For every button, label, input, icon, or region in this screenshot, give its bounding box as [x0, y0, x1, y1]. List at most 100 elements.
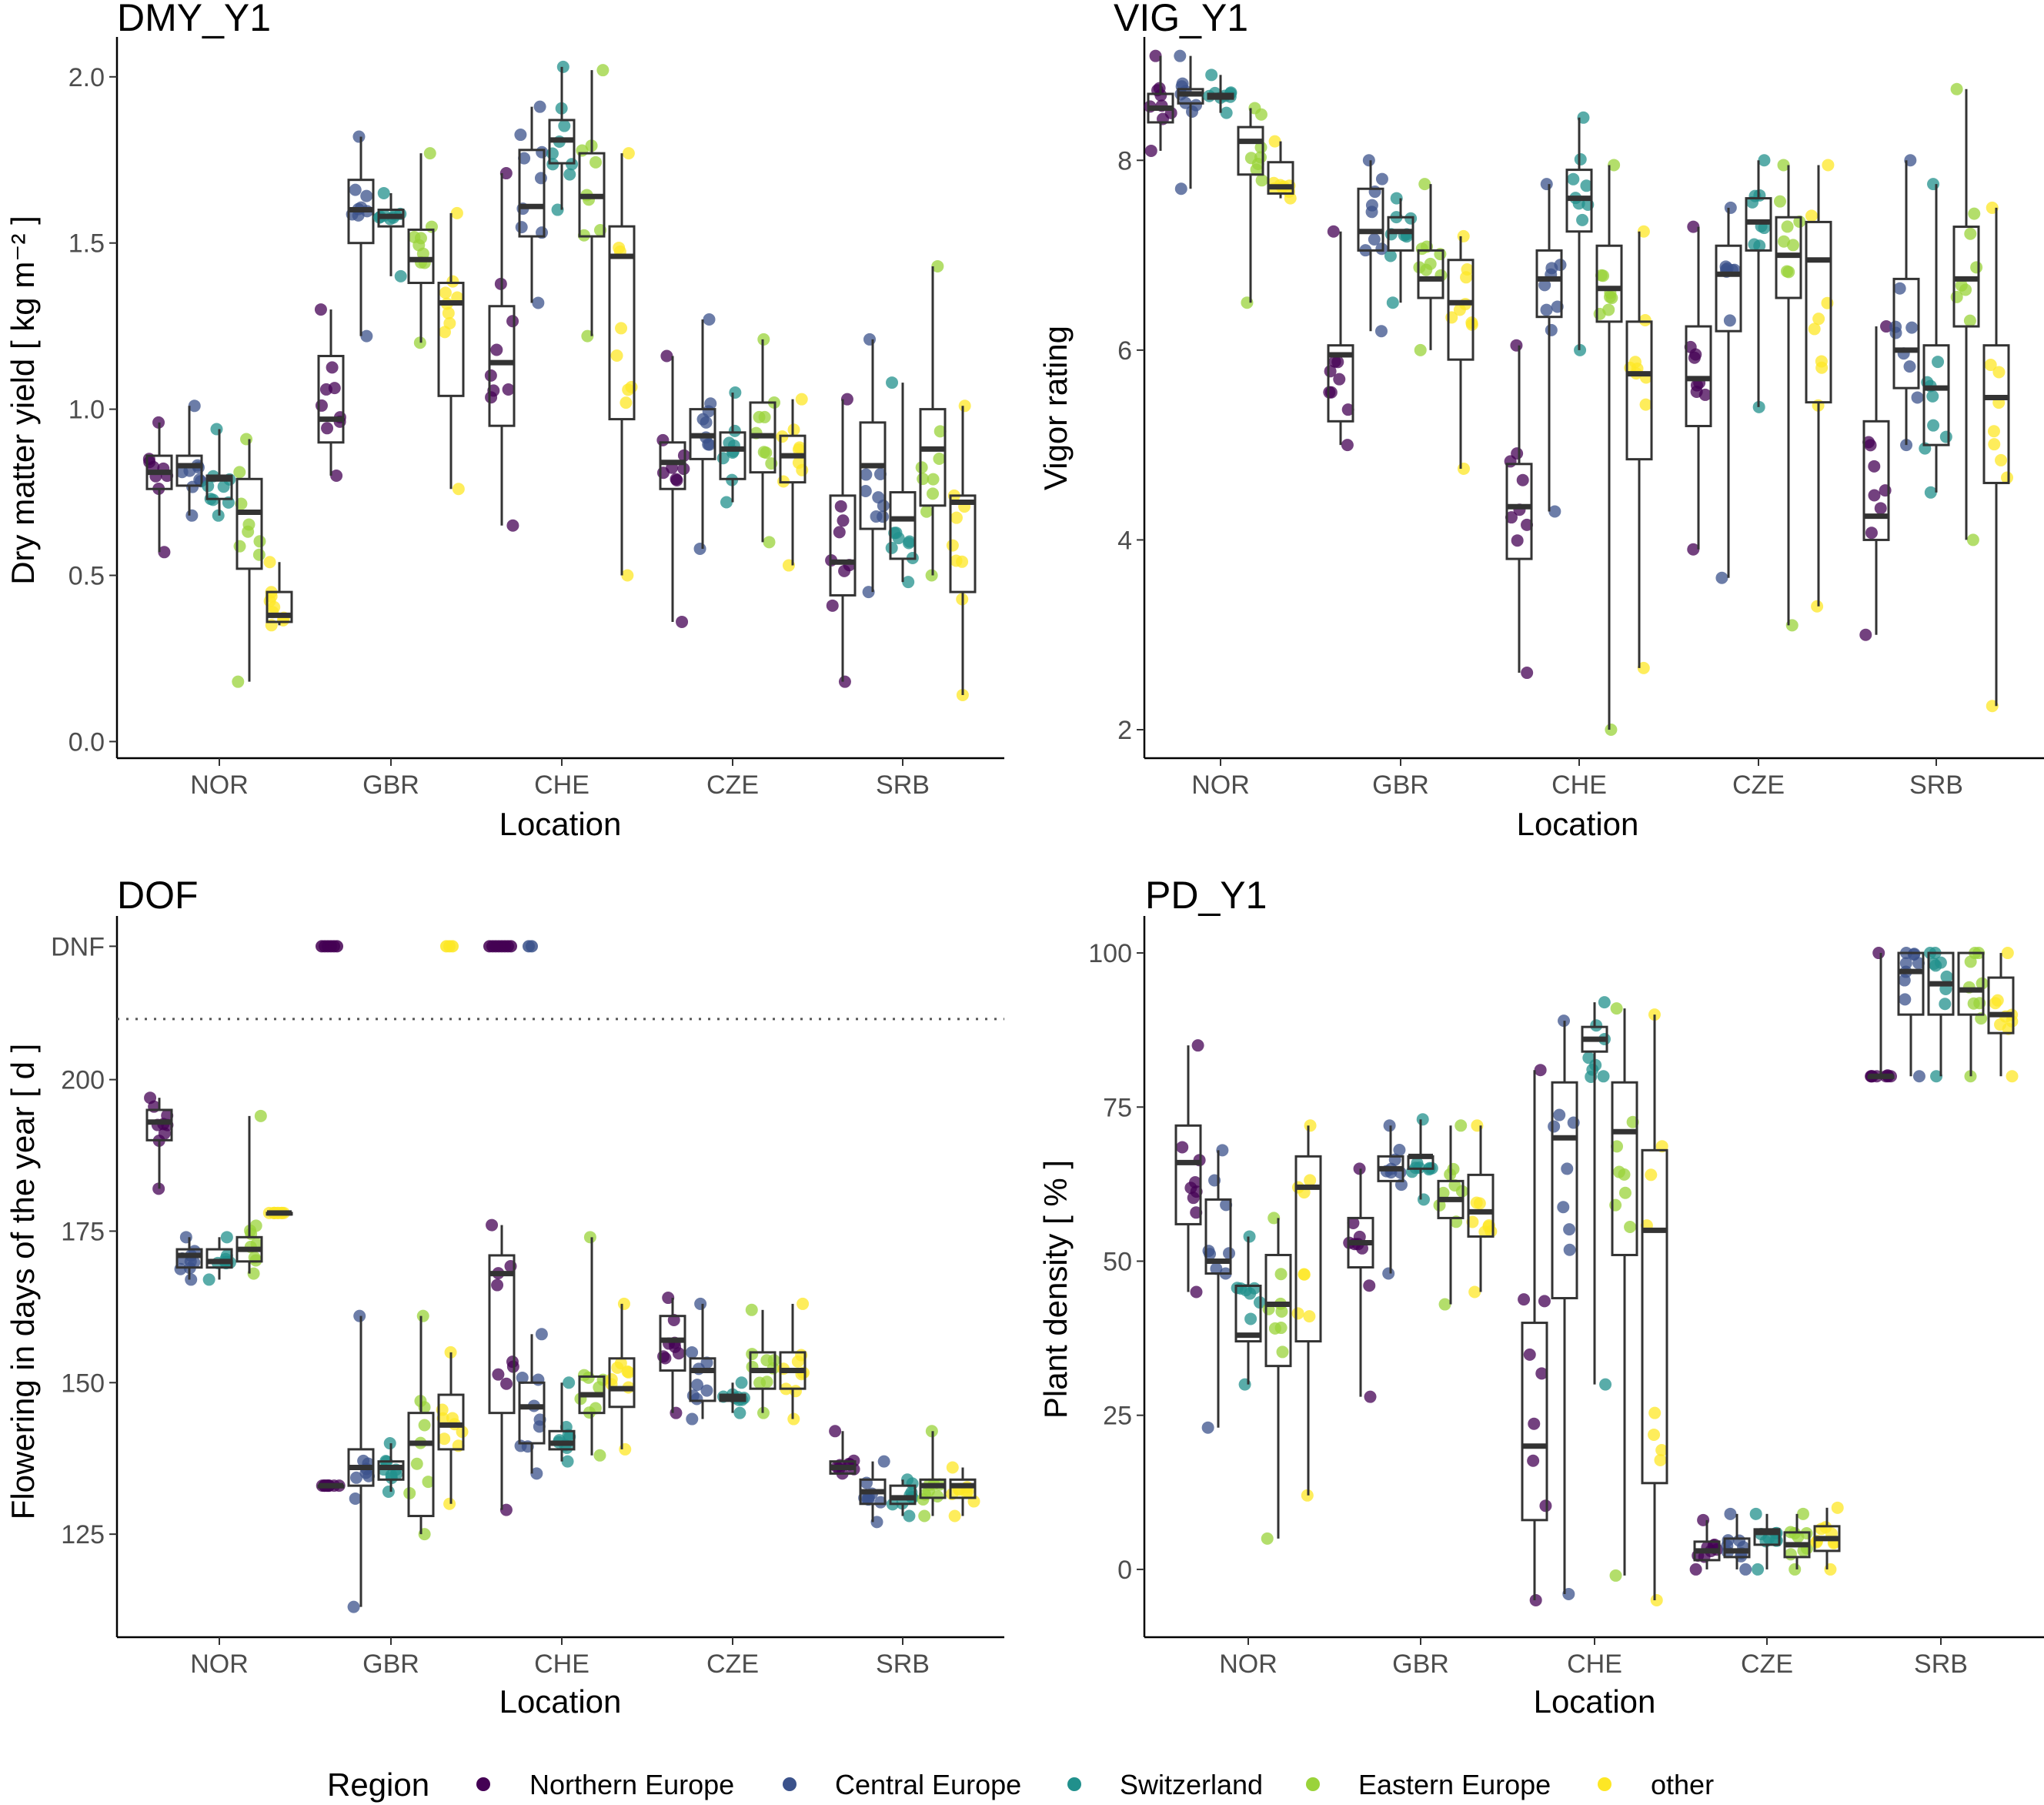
box-group	[1565, 111, 1595, 356]
box-group	[142, 416, 174, 559]
data-point	[1582, 1051, 1595, 1065]
x-axis-title-dof: Location	[499, 1683, 622, 1720]
data-point	[1365, 199, 1378, 212]
box-group	[915, 259, 947, 582]
box	[1327, 344, 1354, 423]
data-point	[1516, 473, 1529, 486]
data-point	[518, 152, 531, 165]
box-group	[1377, 1119, 1408, 1280]
box-group	[745, 1303, 780, 1419]
box-group	[1267, 135, 1297, 205]
data-point	[593, 1449, 606, 1462]
box-group	[1174, 49, 1204, 196]
data-point	[676, 615, 689, 628]
data-point	[1470, 1196, 1483, 1209]
data-point	[1724, 1507, 1737, 1520]
data-point	[536, 145, 549, 159]
box-group	[1640, 1008, 1668, 1606]
legend-item-eastern-europe: Eastern Europe	[1306, 1769, 1551, 1800]
data-point	[1645, 1168, 1658, 1182]
data-point	[1424, 257, 1437, 270]
data-point	[1561, 1162, 1574, 1175]
data-point	[263, 556, 276, 569]
data-point	[1505, 511, 1518, 524]
box	[608, 1357, 636, 1409]
data-point	[1611, 1140, 1624, 1153]
data-point	[1868, 460, 1881, 473]
data-point	[1404, 212, 1418, 225]
box-group	[484, 167, 519, 532]
data-point	[1724, 201, 1737, 214]
data-point	[920, 505, 933, 518]
y-axis-title-dmy: Dry matter yield [ kg m⁻² ]	[5, 216, 41, 585]
data-point	[860, 468, 873, 481]
data-point	[1368, 233, 1381, 246]
data-point	[1782, 266, 1795, 279]
box-group	[1357, 154, 1388, 338]
box-group	[346, 130, 375, 343]
data-point	[610, 349, 623, 363]
data-point	[757, 446, 770, 459]
data-point	[796, 463, 809, 476]
y-tick-label: 8	[1117, 146, 1132, 175]
data-point	[838, 675, 851, 688]
data-point	[1967, 997, 1980, 1010]
box-group	[546, 60, 579, 216]
data-point	[1447, 1162, 1460, 1175]
data-point	[1687, 543, 1700, 556]
data-point	[1655, 1443, 1668, 1456]
data-point	[686, 1345, 699, 1359]
data-point	[686, 1412, 699, 1426]
y-tick-label: 175	[61, 1217, 105, 1246]
data-point	[561, 1455, 574, 1468]
x-tick-label: GBR	[1372, 770, 1429, 800]
data-point	[1174, 49, 1187, 62]
data-point	[1609, 1569, 1622, 1582]
box-group	[829, 1425, 860, 1480]
data-point	[240, 433, 253, 446]
data-point	[792, 443, 805, 456]
data-point	[534, 172, 547, 185]
data-point	[499, 167, 513, 180]
box-group	[1859, 320, 1893, 641]
y-tick-label: 6	[1117, 336, 1132, 366]
data-point	[485, 391, 498, 404]
data-point	[1298, 1268, 1311, 1281]
data-point	[1638, 313, 1652, 326]
box-group	[1548, 1014, 1580, 1600]
data-point	[622, 147, 635, 160]
data-point	[1418, 178, 1431, 191]
data-point	[933, 452, 946, 465]
box	[1267, 161, 1294, 195]
box-group	[373, 186, 407, 282]
data-point	[620, 396, 633, 409]
data-point	[729, 386, 742, 399]
box-group	[1593, 159, 1623, 737]
box-group	[403, 1309, 435, 1541]
data-point	[185, 1273, 198, 1286]
data-point	[958, 399, 971, 413]
data-point	[1375, 242, 1388, 256]
data-point	[703, 313, 716, 326]
data-point	[1574, 153, 1587, 166]
data-point	[442, 306, 455, 319]
data-point	[1912, 957, 1925, 970]
legend-swatch	[1306, 1777, 1320, 1791]
box-group	[314, 303, 346, 482]
data-point	[500, 1377, 513, 1390]
x-axis-title-vig: Location	[1517, 806, 1639, 842]
box-group	[1384, 192, 1418, 309]
data-point	[1889, 320, 1902, 333]
box-group	[1291, 1119, 1322, 1502]
data-point	[1689, 1563, 1702, 1576]
data-point	[1243, 1230, 1256, 1243]
data-point	[535, 1328, 548, 1341]
data-point	[576, 144, 589, 157]
data-point	[532, 296, 545, 309]
y-tick-label: 200	[61, 1066, 105, 1095]
data-point	[1414, 343, 1427, 356]
box-group	[1745, 154, 1772, 413]
data-point	[1950, 290, 1963, 303]
box	[1805, 220, 1832, 404]
